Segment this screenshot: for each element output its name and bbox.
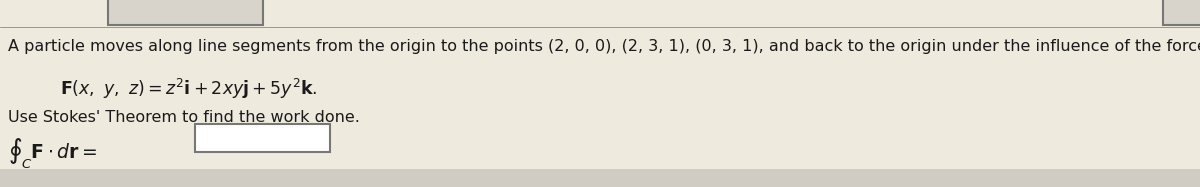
Bar bbox=[0, 169, 1200, 187]
Text: $\oint_C \mathbf{F} \cdot d\mathbf{r} =$: $\oint_C \mathbf{F} \cdot d\mathbf{r} =$ bbox=[8, 137, 97, 171]
Text: A particle moves along line segments from the origin to the points (2, 0, 0), (2: A particle moves along line segments fro… bbox=[8, 39, 1200, 54]
FancyBboxPatch shape bbox=[108, 0, 263, 25]
Text: $\mathbf{F}(x,\ y,\ z) = z^2\mathbf{i} + 2xy\mathbf{j} + 5y^2\mathbf{k}.$: $\mathbf{F}(x,\ y,\ z) = z^2\mathbf{i} +… bbox=[60, 77, 318, 101]
FancyBboxPatch shape bbox=[194, 124, 330, 152]
FancyBboxPatch shape bbox=[1163, 0, 1200, 25]
Text: Use Stokes' Theorem to find the work done.: Use Stokes' Theorem to find the work don… bbox=[8, 110, 360, 125]
